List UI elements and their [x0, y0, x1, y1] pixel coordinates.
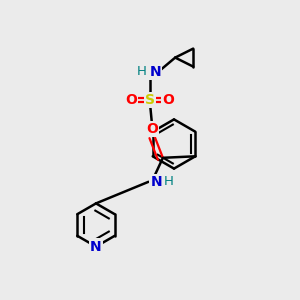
- Text: O: O: [146, 122, 158, 136]
- Text: H: H: [164, 175, 173, 188]
- Text: N: N: [90, 240, 102, 254]
- Text: O: O: [125, 93, 137, 107]
- Text: N: N: [149, 65, 161, 79]
- Text: H: H: [136, 65, 146, 79]
- Text: N: N: [151, 175, 162, 189]
- Text: S: S: [145, 93, 155, 107]
- Text: O: O: [162, 93, 174, 107]
